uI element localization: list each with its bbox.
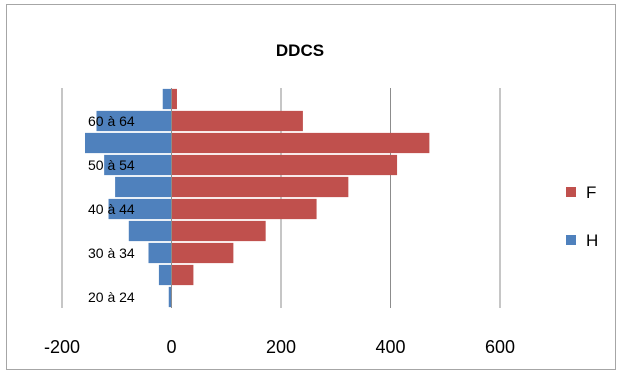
bar-h — [104, 154, 172, 176]
bar-h — [108, 198, 172, 220]
x-tick-label: 200 — [266, 337, 296, 357]
bar-f — [171, 242, 234, 264]
bar-h — [168, 286, 172, 308]
chart-title: DDCS — [276, 41, 324, 60]
legend-swatch-f — [566, 187, 576, 197]
legend-label-f: F — [586, 183, 596, 202]
x-tick-label: -200 — [44, 337, 80, 357]
bar-h — [158, 264, 172, 286]
bar-marks — [84, 88, 430, 308]
bar-f — [171, 110, 303, 132]
bar-h — [128, 220, 172, 242]
category-label: 60 à 64 — [88, 113, 135, 129]
category-label: 20 à 24 — [88, 289, 135, 305]
legend: FH — [566, 183, 598, 250]
legend-swatch-h — [566, 235, 576, 245]
bar-f — [171, 132, 430, 154]
legend-label-h: H — [586, 231, 598, 250]
x-tick-label: 400 — [375, 337, 405, 357]
bar-h — [162, 88, 172, 110]
bar-h — [84, 132, 172, 154]
bar-h — [148, 242, 172, 264]
bar-f — [171, 198, 317, 220]
category-labels: 20 à 24 30 à 34 40 à 44 50 à 54 60 à 64 — [88, 113, 135, 305]
bar-h — [96, 110, 172, 132]
bar-h — [115, 176, 172, 198]
x-tick-label: 600 — [485, 337, 515, 357]
category-label: 50 à 54 — [88, 157, 135, 173]
bar-f — [171, 264, 194, 286]
x-tick-label: 0 — [166, 337, 176, 357]
bar-f — [171, 176, 349, 198]
category-label: 30 à 34 — [88, 245, 135, 261]
bar-f — [171, 220, 266, 242]
x-tick-labels: -200 0 200 400 600 — [44, 337, 515, 357]
bar-f — [171, 88, 177, 110]
category-label: 40 à 44 — [88, 201, 135, 217]
bar-f — [171, 154, 398, 176]
